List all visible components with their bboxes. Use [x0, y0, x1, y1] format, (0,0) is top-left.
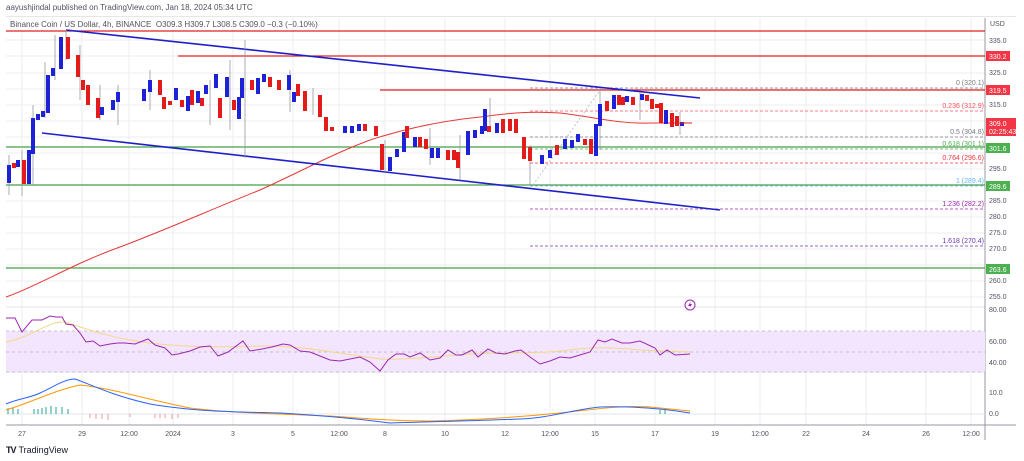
price-badge: 289.6	[989, 184, 1007, 191]
currency-label: USD	[990, 21, 1005, 28]
time-tick: 3	[231, 431, 235, 438]
fib-label: 0.618 (301.1)	[942, 141, 984, 148]
price-tick: 325.0	[989, 70, 1007, 77]
price-tick: 335.0	[989, 38, 1007, 45]
macd-tick: 0.0	[989, 411, 999, 418]
price-axis[interactable]: USD 335.0 325.0 315.0 295.0 285.0 280.0 …	[989, 21, 1007, 418]
time-tick: 2024	[165, 431, 181, 438]
rsi-tick: 80.00	[989, 307, 1007, 314]
price-badge: 330.2	[989, 54, 1007, 61]
macd-histogram	[7, 406, 666, 420]
price-tick: 285.0	[989, 198, 1007, 205]
time-tick: 22	[802, 431, 810, 438]
rsi-band	[6, 331, 985, 372]
rsi-line	[6, 315, 691, 372]
price-tick: 315.0	[989, 102, 1007, 109]
ohlc-values: O309.3 H309.7 L308.5 C309.0 −0.3 (−0.10%…	[155, 20, 318, 29]
current-price-badge: 309.0	[989, 121, 1007, 128]
tradingview-brand: TradingView	[18, 445, 69, 455]
time-tick: 19	[711, 431, 719, 438]
fib-label: 1 (289.4)	[956, 178, 984, 185]
symbol-name: Binance Coin / US Dollar, 4h, BINANCE	[10, 20, 152, 29]
time-tick: 12:00	[751, 431, 769, 438]
price-tick: 270.0	[989, 246, 1007, 253]
rsi-tick: 60.00	[989, 339, 1007, 346]
time-tick: 24	[862, 431, 870, 438]
fib-label: 0.764 (296.6)	[942, 155, 984, 162]
fib-labels: 0 (320.1) 0.236 (312.9) 0.5 (304.8) 0.61…	[942, 80, 984, 245]
time-tick: 12:00	[120, 431, 138, 438]
tradingview-logo-icon: TV	[6, 445, 16, 455]
time-tick: 27	[18, 431, 26, 438]
channel-lower-line[interactable]	[41, 132, 721, 211]
fib-label: 1.236 (282.2)	[942, 201, 984, 208]
price-tick: 260.0	[989, 278, 1007, 285]
published-caption: aayushjindal published on TradingView.co…	[6, 3, 253, 12]
time-tick: 12	[501, 431, 509, 438]
symbol-legend[interactable]: Binance Coin / US Dollar, 4h, BINANCE O3…	[10, 20, 318, 29]
tradingview-footer[interactable]: TV TradingView	[6, 445, 68, 455]
time-tick: 12:00	[330, 431, 348, 438]
price-tick: 255.0	[989, 294, 1007, 301]
fib-label: 1.618 (270.4)	[942, 238, 984, 245]
price-tick: 280.0	[989, 214, 1007, 221]
time-tick: 15	[591, 431, 599, 438]
down-candles	[12, 37, 679, 184]
time-tick: 17	[651, 431, 659, 438]
time-tick: 10	[441, 431, 449, 438]
fib-label: 0.236 (312.9)	[942, 103, 984, 110]
fib-label: 0 (320.1)	[956, 80, 984, 87]
time-tick: 26	[922, 431, 930, 438]
time-axis[interactable]: 27 29 12:00 2024 3 5 12:00 8 10 12 12:00…	[18, 431, 980, 438]
candles	[7, 30, 692, 196]
time-tick: 5	[291, 431, 295, 438]
time-tick: 8	[383, 431, 387, 438]
fib-label: 0.5 (304.8)	[950, 129, 984, 136]
channel-upper-line[interactable]	[65, 29, 701, 99]
price-tick: 295.0	[989, 166, 1007, 173]
price-badge: 319.5	[989, 88, 1007, 95]
horizontal-levels	[6, 30, 985, 269]
price-badge: 263.6	[989, 267, 1007, 274]
up-candles	[7, 37, 684, 184]
price-badges: 330.2 319.5 309.0 02:25:43 301.6 289.6 2…	[986, 51, 1016, 274]
macd-tick: 10.0	[989, 390, 1003, 397]
bar-countdown: 02:25:43	[989, 129, 1016, 136]
rsi-tick: 40.00	[989, 360, 1007, 367]
chart-frame	[6, 16, 1016, 445]
event-marker-icon[interactable]	[684, 299, 696, 311]
time-tick: 12:00	[962, 431, 980, 438]
sma-line[interactable]	[5, 111, 690, 298]
price-badge: 301.6	[989, 146, 1007, 153]
time-tick: 12:00	[541, 431, 559, 438]
macd-signal-line	[5, 384, 691, 422]
time-tick: 29	[78, 431, 86, 438]
price-tick: 275.0	[989, 230, 1007, 237]
descending-channel	[41, 29, 721, 211]
macd-line	[5, 378, 691, 424]
rsi-signal-line	[5, 321, 691, 360]
